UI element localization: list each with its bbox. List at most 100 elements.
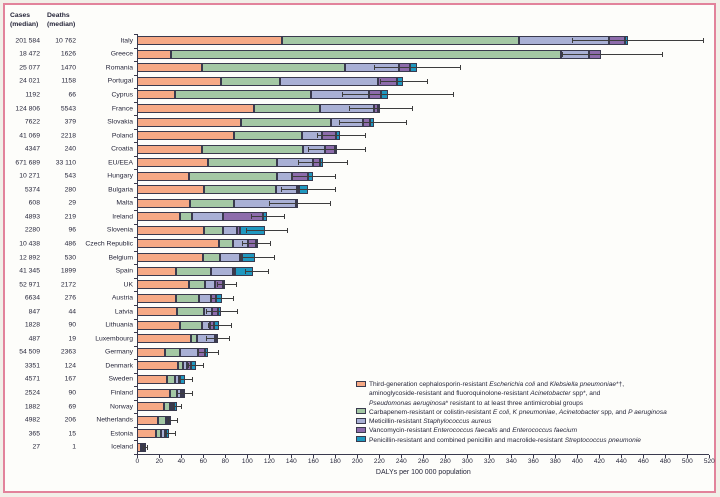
error-bar-cap-high xyxy=(176,417,178,423)
deaths-value: 486 xyxy=(64,240,76,248)
deaths-value: 543 xyxy=(64,172,76,180)
error-bar-cap-low xyxy=(172,404,174,410)
legend-item: Third-generation cephalosporin-resistant… xyxy=(356,380,667,389)
bar-segment-carbapenem xyxy=(175,266,211,276)
country-label: Italy xyxy=(120,37,133,45)
y-category-tick xyxy=(134,318,138,320)
error-bar-cap-low xyxy=(348,106,350,111)
error-bar-cap-low xyxy=(307,146,309,152)
y-category-tick xyxy=(134,47,138,49)
deaths-value: 379 xyxy=(64,118,76,126)
cases-value: 4982 xyxy=(24,416,40,424)
country-label: Germany xyxy=(105,348,133,356)
legend-item: Penicillin-resistant and combined penici… xyxy=(356,436,667,445)
y-category-tick xyxy=(134,345,138,347)
cases-value: 25 077 xyxy=(19,64,40,72)
x-tick xyxy=(357,454,359,458)
error-bar-cap-high xyxy=(365,133,366,139)
error-bar-cap-high xyxy=(347,160,349,166)
legend-text: spp, and xyxy=(599,408,629,416)
x-tick xyxy=(423,454,425,458)
error-bar-cap-high xyxy=(453,92,454,98)
cases-value: 27 xyxy=(32,443,40,451)
error-bar-cap-high xyxy=(662,51,663,57)
error-bar-cap-low xyxy=(241,241,243,247)
legend-text: , xyxy=(509,408,513,416)
y-category-tick xyxy=(134,61,138,63)
legend-text: and xyxy=(497,427,513,435)
bar-segment-cephalosporin xyxy=(137,402,164,412)
cases-value: 41 069 xyxy=(19,132,40,140)
cephalosporin-swatch xyxy=(356,380,366,387)
bar-segment-vre xyxy=(232,266,236,276)
error-bar-cap-low xyxy=(197,349,199,355)
legend-text: Carbapenem-resistant or colistin-resista… xyxy=(369,408,493,416)
bar-segment-cephalosporin xyxy=(137,104,254,113)
deaths-value: 5543 xyxy=(60,105,76,112)
y-category-tick xyxy=(134,169,138,171)
country-label: Croatia xyxy=(111,145,133,153)
legend-text: Streptococcus pneumonie xyxy=(564,436,641,444)
cases-value: 201 584 xyxy=(15,37,40,45)
y-category-tick xyxy=(134,210,138,212)
country-label: Denmark xyxy=(105,362,133,370)
cases-value: 54 509 xyxy=(19,348,40,356)
error-bar xyxy=(245,270,269,272)
country-label: Luxembourg xyxy=(95,335,133,343)
deaths-value: 2218 xyxy=(60,132,76,140)
error-bar-cap-low xyxy=(269,200,271,206)
bar-segment-carbapenem xyxy=(188,280,206,290)
x-tick-label: 60 xyxy=(199,458,207,465)
error-bar-cap-low xyxy=(176,390,178,396)
bar-segment-carbapenem xyxy=(218,239,233,249)
bar-segment-cephalosporin xyxy=(137,266,176,276)
x-tick-label: 280 xyxy=(439,458,451,465)
bar-segment-carbapenem xyxy=(170,388,177,398)
y-category-tick xyxy=(134,399,138,401)
cases-value: 41 345 xyxy=(19,267,40,275)
x-tick-label: 240 xyxy=(395,458,407,465)
y-category-tick xyxy=(134,413,138,415)
country-label: Spain xyxy=(115,267,133,275)
legend-text: P aeruginosa xyxy=(628,408,667,416)
country-label: Poland xyxy=(111,132,133,140)
country-label: Iceland xyxy=(111,443,133,451)
deaths-value: 44 xyxy=(68,308,76,316)
x-tick-label: 140 xyxy=(285,458,297,465)
x-tick xyxy=(247,454,249,458)
bar-segment-cephalosporin xyxy=(137,253,204,263)
deaths-value: 96 xyxy=(68,226,76,234)
deaths-column-header: Deaths (median) xyxy=(47,12,76,28)
bar-segment-mrsa xyxy=(205,280,216,290)
error-bar-cap-low xyxy=(187,363,189,369)
country-label: France xyxy=(111,105,133,112)
cases-value: 5374 xyxy=(24,186,40,194)
cases-value: 1882 xyxy=(24,403,40,411)
country-label: Ireland xyxy=(112,213,133,221)
error-bar-cap-low xyxy=(571,38,573,44)
x-tick-label: 220 xyxy=(373,458,385,465)
error-bar xyxy=(341,94,453,96)
bar-segment-carbapenem xyxy=(204,185,276,195)
deaths-value: 2363 xyxy=(60,348,76,356)
error-bar-cap-low xyxy=(250,214,252,220)
legend-text: Enterococcus faecium xyxy=(512,427,578,435)
error-bar xyxy=(205,311,238,313)
error-bar-cap-high xyxy=(335,187,337,193)
error-bar xyxy=(561,53,662,55)
bar-segment-carbapenem xyxy=(175,293,199,303)
error-bar xyxy=(176,392,193,394)
bar-segment-carbapenem xyxy=(202,144,304,154)
bar-segment-carbapenem xyxy=(164,347,181,357)
y-category-tick xyxy=(134,155,138,157)
pneumo-swatch xyxy=(356,436,366,443)
country-label: UK xyxy=(123,281,133,289)
error-bar xyxy=(571,40,703,42)
bar-segment-cephalosporin xyxy=(137,347,165,357)
error-bar-cap-low xyxy=(316,133,318,139)
country-label: Austria xyxy=(111,294,133,302)
country-label: Portugal xyxy=(107,77,133,85)
x-tick-label: 20 xyxy=(155,458,163,465)
error-bar-cap-low xyxy=(291,173,293,179)
x-tick xyxy=(555,454,557,458)
